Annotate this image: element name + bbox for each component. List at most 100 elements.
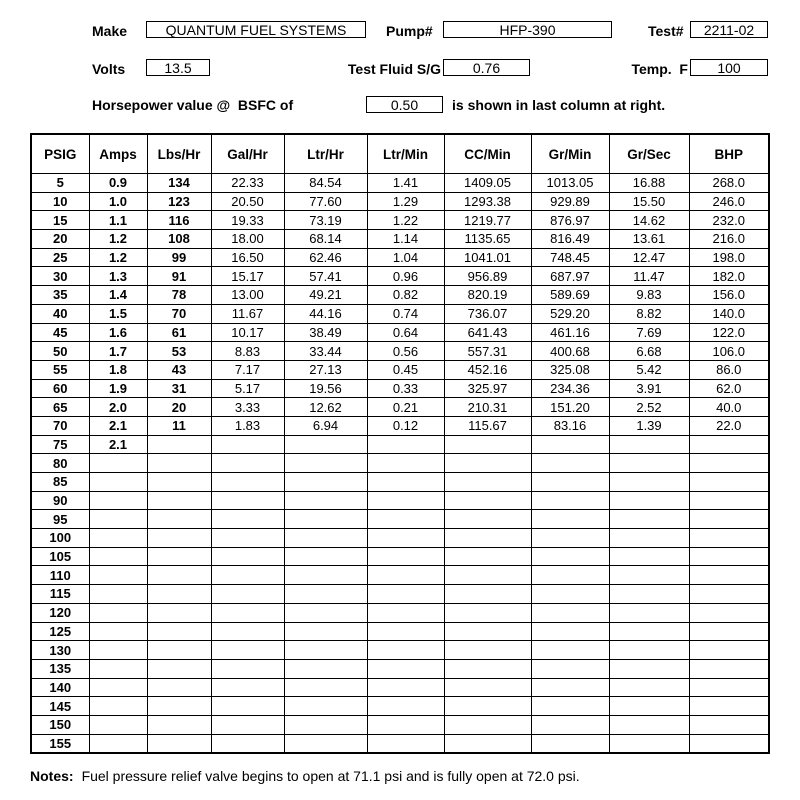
table-cell: 84.54	[283, 173, 368, 193]
table-cell	[443, 434, 532, 455]
table-cell	[530, 434, 610, 455]
table-cell: 65	[30, 397, 90, 417]
table-row: 65 2.0 20 3.33 12.62 0.21 210.31 151.20 2.52 40.0	[30, 397, 770, 417]
table-cell: 27.13	[283, 359, 368, 380]
table-cell	[283, 565, 368, 586]
table-cell	[530, 677, 610, 698]
table-cell: 210.31	[443, 397, 532, 417]
table-cell: 8.83	[210, 341, 285, 361]
table-row: 140	[30, 677, 770, 698]
table-cell	[210, 696, 285, 716]
table-cell	[688, 640, 770, 660]
table-row: 135	[30, 658, 770, 679]
table-cell	[366, 677, 445, 698]
table-cell	[608, 546, 690, 567]
table-cell: 12.47	[608, 247, 690, 268]
table-cell: 70	[146, 303, 212, 324]
table-cell: 123	[146, 191, 212, 212]
bsfc-field[interactable]: 0.50	[366, 96, 443, 113]
table-cell	[530, 472, 610, 492]
table-cell	[530, 602, 610, 623]
table-cell	[366, 696, 445, 716]
table-cell: 687.97	[530, 266, 610, 287]
table-cell	[283, 621, 368, 642]
table-cell	[530, 509, 610, 530]
column-header: Amps	[88, 133, 148, 174]
table-cell: 15.17	[210, 266, 285, 287]
table-cell	[210, 602, 285, 623]
table-cell	[146, 434, 212, 455]
table-cell	[88, 546, 148, 567]
table-cell: 748.45	[530, 247, 610, 268]
table-cell: 0.12	[366, 415, 445, 436]
table-cell: 0.45	[366, 359, 445, 380]
table-cell	[146, 677, 212, 698]
table-cell	[688, 696, 770, 716]
table-cell: 929.89	[530, 191, 610, 212]
table-cell	[366, 546, 445, 567]
column-header: Gr/Sec	[608, 133, 690, 174]
table-cell: 1.83	[210, 415, 285, 436]
table-cell: 400.68	[530, 341, 610, 361]
table-cell: 1.8	[88, 359, 148, 380]
table-cell	[688, 565, 770, 586]
table-cell: 68.14	[283, 229, 368, 249]
sg-label: Test Fluid S/G	[347, 61, 441, 77]
table-row: 10 1.0 123 20.50 77.60 1.29 1293.38 929.89 15.50…	[30, 191, 770, 212]
table-cell: 0.9	[88, 173, 148, 193]
table-row: 110	[30, 565, 770, 586]
table-cell	[210, 640, 285, 660]
table-cell: 1.14	[366, 229, 445, 249]
table-cell: 1.41	[366, 173, 445, 193]
table-cell: 73.19	[283, 210, 368, 231]
table-row: 20 1.2 108 18.00 68.14 1.14 1135.65 816.49 13.61…	[30, 229, 770, 249]
table-cell: 8.82	[608, 303, 690, 324]
pump-field[interactable]: HFP-390	[443, 21, 612, 38]
table-cell	[210, 677, 285, 698]
column-header: Gal/Hr	[210, 133, 285, 174]
table-cell: 1.0	[88, 191, 148, 212]
table-cell	[88, 584, 148, 604]
table-cell	[366, 640, 445, 660]
table-row: 90	[30, 490, 770, 511]
table-cell	[443, 602, 532, 623]
table-cell	[443, 621, 532, 642]
table-cell: 31	[146, 378, 212, 399]
table-cell	[366, 472, 445, 492]
table-cell	[688, 472, 770, 492]
volts-field[interactable]: 13.5	[146, 59, 210, 76]
table-cell	[608, 658, 690, 679]
table-cell: 198.0	[688, 247, 770, 268]
table-cell	[688, 453, 770, 473]
table-cell	[88, 602, 148, 623]
table-cell: 1.5	[88, 303, 148, 324]
table-cell: 182.0	[688, 266, 770, 287]
table-cell: 2.1	[88, 415, 148, 436]
table-cell: 11.47	[608, 266, 690, 287]
table-cell: 20.50	[210, 191, 285, 212]
table-cell: 1041.01	[443, 247, 532, 268]
table-cell	[366, 733, 445, 754]
hp-suffix: is shown in last column at right.	[452, 97, 666, 113]
table-cell: 19.56	[283, 378, 368, 399]
table-cell: 0.21	[366, 397, 445, 417]
table-cell: 20	[146, 397, 212, 417]
table-cell: 108	[146, 229, 212, 249]
table-cell	[688, 490, 770, 511]
table-cell: 246.0	[688, 191, 770, 212]
table-cell	[210, 621, 285, 642]
table-cell: 589.69	[530, 285, 610, 305]
make-field[interactable]: QUANTUM FUEL SYSTEMS	[146, 21, 366, 38]
temp-field[interactable]: 100	[690, 59, 768, 76]
test-field[interactable]: 2211-02	[690, 21, 768, 38]
table-cell: 14.62	[608, 210, 690, 231]
table-cell: 557.31	[443, 341, 532, 361]
table-cell	[530, 584, 610, 604]
table-row: 30 1.3 91 15.17 57.41 0.96 956.89 687.97 11.47 18…	[30, 266, 770, 287]
table-cell: 120	[30, 602, 90, 623]
sg-field[interactable]: 0.76	[443, 59, 530, 76]
test-label: Test#	[648, 23, 684, 39]
table-cell	[146, 714, 212, 735]
table-cell	[88, 621, 148, 642]
table-cell: 1409.05	[443, 173, 532, 193]
